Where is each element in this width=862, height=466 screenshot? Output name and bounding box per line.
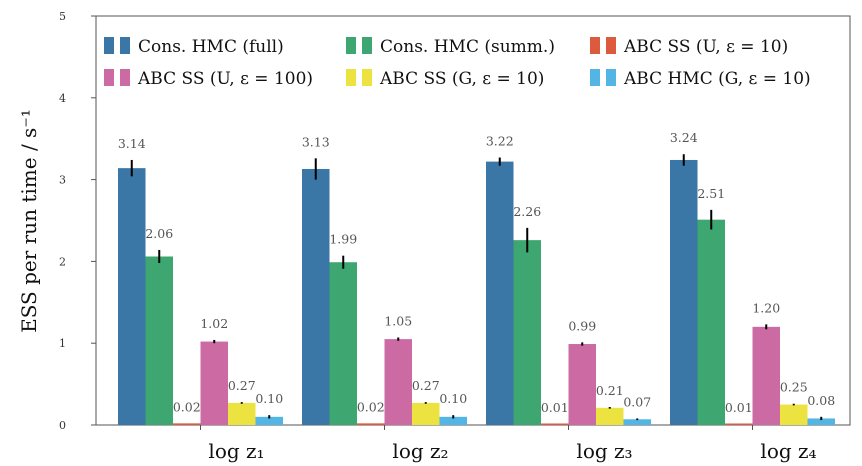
data-label: 0.10 (255, 391, 283, 406)
y-tick-label: 5 (59, 10, 66, 23)
data-label: 0.10 (439, 391, 467, 406)
bar (228, 402, 256, 425)
data-label: 0.21 (596, 383, 624, 398)
x-tick-label: log z₁ (208, 439, 264, 463)
y-tick-label: 0 (59, 419, 66, 432)
legend-swatch (120, 69, 130, 86)
legend-swatch (590, 37, 600, 54)
data-label: 0.02 (357, 399, 385, 414)
bar (807, 418, 835, 425)
bar (486, 161, 514, 425)
bar (568, 344, 596, 425)
bar (255, 416, 283, 425)
data-label: 3.13 (302, 134, 330, 149)
y-tick-label: 4 (59, 92, 66, 105)
legend-swatch (120, 37, 130, 54)
data-label: 2.06 (145, 226, 173, 241)
y-tick-label: 2 (59, 255, 66, 268)
bars: 3.142.060.021.020.270.103.131.990.021.05… (118, 130, 835, 425)
legend-entry: ABC SS (G, ε = 10) (379, 69, 544, 89)
data-label: 1.05 (384, 313, 412, 328)
bar (357, 423, 385, 425)
legend-entry: Cons. HMC (summ.) (380, 37, 555, 57)
data-label: 3.24 (670, 130, 698, 145)
bar (725, 423, 753, 425)
data-label: 2.26 (513, 204, 541, 219)
bar (118, 168, 146, 425)
bar (596, 407, 624, 425)
bar (412, 402, 440, 425)
data-label: 0.07 (623, 394, 651, 409)
bar (302, 168, 330, 425)
x-tick-label: log z₂ (392, 439, 448, 463)
legend-swatch (606, 69, 616, 86)
bar (439, 416, 467, 425)
data-label: 0.99 (568, 318, 596, 333)
data-label: 0.25 (780, 380, 808, 395)
data-label: 1.99 (329, 232, 357, 247)
data-label: 0.01 (725, 400, 753, 415)
bar (623, 419, 651, 425)
legend-swatch (590, 69, 600, 86)
y-tick-label: 3 (59, 174, 66, 187)
bar (145, 256, 173, 425)
plot-frame (95, 15, 851, 426)
legend-entry: ABC SS (U, ε = 100) (137, 69, 313, 89)
legend-swatch (606, 37, 616, 54)
legend-swatch (346, 69, 356, 86)
bar (752, 326, 780, 425)
data-label: 0.27 (412, 378, 440, 393)
legend-swatch (362, 37, 372, 54)
legend-entry: Cons. HMC (full) (138, 37, 284, 57)
y-tick-label: 1 (59, 337, 66, 350)
data-label: 1.02 (200, 316, 228, 331)
data-label: 1.20 (752, 300, 780, 315)
bar (697, 219, 725, 425)
bar (780, 404, 808, 425)
bar (173, 423, 201, 425)
bar (670, 159, 698, 425)
data-label: 3.22 (486, 134, 514, 149)
data-label: 0.02 (173, 399, 201, 414)
legend-swatch (346, 37, 356, 54)
x-tick-label: log z₄ (760, 439, 816, 463)
legend-swatch (104, 37, 114, 54)
legend-swatch (362, 69, 372, 86)
axes: 0 1 2 3 4 5 log z₁ log z₂ log z₃ log z₄ (59, 10, 851, 463)
bar (384, 339, 412, 425)
legend-entry: ABC HMC (G, ε = 10) (623, 69, 811, 89)
legend-swatch (104, 69, 114, 86)
bar (200, 341, 228, 425)
data-label: 0.08 (807, 393, 835, 408)
x-tick-label: log z₃ (576, 439, 632, 463)
bar (541, 423, 569, 425)
legend-entry: ABC SS (U, ε = 10) (623, 37, 788, 57)
legend: Cons. HMC (full) Cons. HMC (summ.) ABC SS … (104, 37, 811, 89)
data-label: 2.51 (697, 186, 725, 201)
bar (513, 240, 541, 425)
data-label: 3.14 (118, 136, 146, 151)
data-label: 0.27 (228, 378, 256, 393)
bar (329, 262, 357, 425)
y-axis-label: ESS per run time / s⁻¹ (17, 109, 41, 333)
data-label: 0.01 (541, 400, 569, 415)
